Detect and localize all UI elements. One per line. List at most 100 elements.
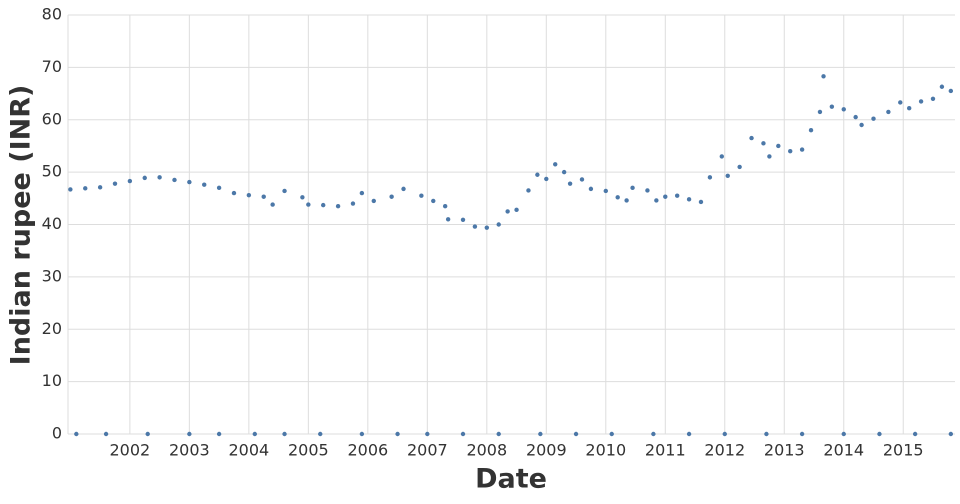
point [371, 198, 376, 204]
point [603, 188, 608, 194]
point [83, 186, 88, 191]
point [859, 122, 864, 128]
point [918, 99, 924, 104]
point [395, 431, 400, 437]
x-tick-label: 2002 [110, 441, 151, 460]
point [335, 203, 341, 209]
x-tick-label: 2010 [585, 441, 626, 460]
point [719, 154, 724, 159]
point [841, 431, 846, 437]
x-tick-label: 2004 [228, 441, 269, 460]
point [359, 190, 365, 196]
point [654, 198, 659, 203]
point [749, 135, 754, 141]
point [68, 187, 73, 192]
point [246, 192, 252, 198]
point [737, 164, 742, 170]
point [97, 185, 103, 190]
point [821, 74, 826, 79]
point [359, 431, 365, 437]
point [808, 128, 814, 133]
point [431, 198, 436, 204]
point [231, 190, 237, 196]
x-tick-label: 2015 [883, 441, 924, 460]
point [698, 199, 704, 205]
point [561, 169, 567, 175]
x-tick-label: 2007 [407, 441, 448, 460]
point [764, 431, 769, 437]
x-tick-label: 2009 [526, 441, 567, 460]
point [799, 431, 805, 437]
x-tick-label: 2003 [169, 441, 210, 460]
point [725, 173, 730, 178]
point [401, 186, 406, 192]
point [939, 84, 945, 89]
point [707, 175, 713, 180]
y-tick-label: 20 [42, 319, 62, 338]
point [948, 88, 954, 94]
point [871, 116, 876, 121]
point [553, 162, 558, 167]
point [496, 431, 501, 437]
point [535, 172, 540, 177]
point [674, 193, 680, 198]
point [615, 195, 620, 200]
point [472, 224, 478, 229]
point [145, 431, 150, 437]
point [389, 194, 394, 199]
point [318, 431, 323, 437]
point [609, 431, 614, 437]
point [761, 141, 766, 146]
y-tick-label: 30 [42, 266, 62, 285]
point [442, 203, 448, 209]
point [252, 431, 257, 437]
point [817, 109, 823, 115]
point [686, 197, 692, 202]
point [886, 109, 891, 115]
point [588, 186, 594, 192]
point [127, 178, 133, 184]
point [645, 188, 650, 193]
x-tick-label: 2005 [288, 441, 329, 460]
point [460, 217, 466, 222]
point [187, 431, 192, 437]
point [282, 431, 287, 437]
point [350, 201, 356, 206]
point [300, 195, 305, 200]
x-axis-title: Date [475, 464, 547, 495]
point [496, 222, 501, 227]
point [514, 207, 519, 213]
x-tick-label: 2012 [704, 441, 745, 460]
y-tick-label: 60 [42, 109, 62, 128]
point [187, 179, 192, 185]
point [663, 194, 668, 199]
point [544, 176, 549, 182]
point [906, 106, 912, 111]
point [74, 431, 79, 437]
point [419, 193, 424, 198]
point [270, 202, 275, 207]
x-tick-label: 2014 [823, 441, 864, 460]
point [722, 431, 727, 437]
point [767, 154, 772, 159]
y-tick-label: 40 [42, 214, 62, 233]
point [853, 114, 858, 120]
point [912, 431, 918, 437]
point [630, 185, 635, 191]
point [624, 198, 629, 203]
point [841, 107, 846, 112]
x-tick-label: 2006 [347, 441, 388, 460]
y-tick-label: 50 [42, 162, 62, 181]
point [579, 177, 585, 182]
y-tick-label: 80 [42, 5, 62, 24]
x-tick-label: 2013 [764, 441, 805, 460]
point [567, 181, 573, 186]
y-tick-label: 10 [42, 371, 62, 390]
point [261, 194, 266, 199]
x-tick-label: 2011 [645, 441, 686, 460]
point [157, 175, 162, 180]
point [142, 175, 147, 181]
point [216, 185, 222, 191]
point [172, 177, 177, 183]
